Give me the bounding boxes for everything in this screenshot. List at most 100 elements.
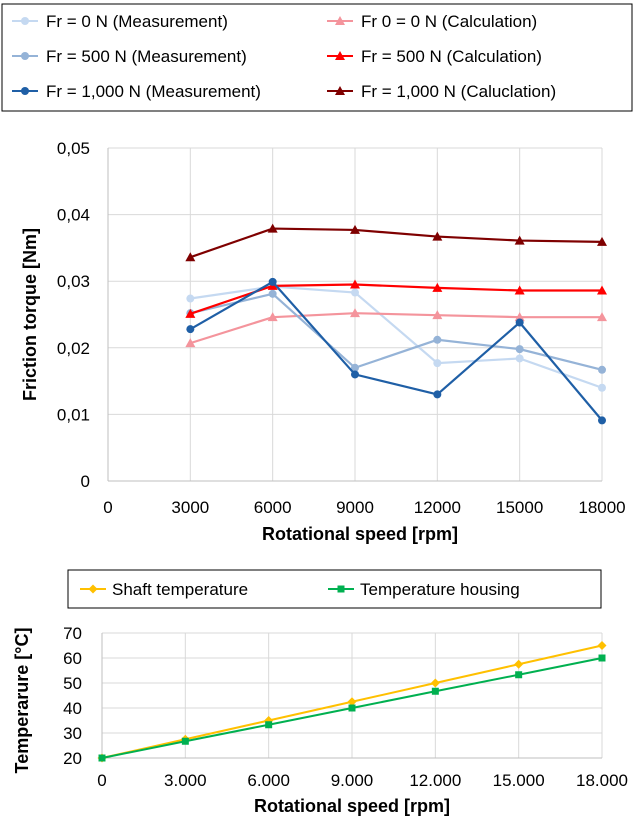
data-point — [515, 354, 524, 363]
series-line — [190, 285, 603, 389]
data-point — [267, 223, 278, 233]
data-point — [433, 390, 442, 399]
x-tick-label: 0 — [103, 498, 112, 517]
data-point — [514, 235, 525, 245]
y-tick-label: 0,04 — [57, 206, 90, 225]
legend-label: Fr = 1,000 N (Measurement) — [46, 82, 261, 101]
data-point — [350, 308, 360, 318]
y-tick-label: 20 — [63, 749, 82, 768]
temp-series-1 — [98, 654, 606, 762]
legend-label: Fr = 500 N (Calculation) — [361, 47, 542, 66]
data-point — [597, 312, 607, 322]
legend-friction-torque: Fr = 0 N (Measurement) Fr 0 = 0 N (Calcul… — [1, 3, 633, 112]
legend-label: Fr = 0 N (Measurement) — [46, 12, 228, 31]
series-5 — [185, 223, 607, 262]
x-tick-label: 9000 — [336, 498, 374, 517]
data-point — [598, 654, 606, 662]
y-tick-label: 70 — [63, 624, 82, 643]
series-2 — [186, 289, 606, 374]
data-point — [268, 289, 277, 298]
x-tick-label: 3.000 — [164, 771, 207, 790]
data-point — [185, 338, 196, 348]
x-tick-label: 3000 — [171, 498, 209, 517]
y-axis-temperature: 20 30 40 50 60 70 — [63, 624, 602, 768]
data-point — [186, 294, 195, 303]
data-point — [430, 678, 440, 688]
y-tick-label: 40 — [63, 699, 82, 718]
x-tick-label: 12000 — [414, 498, 461, 517]
x-tick-label: 15000 — [496, 498, 543, 517]
data-point — [433, 335, 442, 344]
data-point — [515, 345, 524, 354]
x-tick-label: 0 — [97, 771, 106, 790]
legend-label: Fr = 1,000 N (Caluclation) — [361, 82, 556, 101]
y-axis-title: Friction torque [Nm] — [20, 228, 40, 401]
data-point — [265, 721, 273, 729]
data-point — [347, 697, 357, 707]
y-tick-label: 0,02 — [57, 339, 90, 358]
x-axis-temperature: 0 3.000 6.000 9.000 12.000 15.000 18.000 — [97, 633, 628, 790]
x-tick-label: 18.000 — [576, 771, 628, 790]
x-tick-label: 15.000 — [493, 771, 545, 790]
x-tick-label: 6.000 — [247, 771, 290, 790]
data-point — [348, 704, 356, 712]
data-point — [433, 359, 442, 368]
data-point — [350, 279, 360, 289]
data-point — [598, 383, 606, 392]
legend-frame — [67, 569, 602, 609]
series-line — [189, 280, 603, 422]
y-tick-label: 30 — [63, 724, 82, 743]
data-point — [515, 318, 524, 327]
data-point — [597, 285, 607, 295]
data-point — [514, 659, 524, 669]
data-point — [597, 641, 607, 650]
x-tick-label: 12.000 — [409, 771, 461, 790]
series-1 — [185, 308, 607, 348]
data-point — [598, 365, 606, 374]
data-point — [514, 312, 525, 322]
legend-marker — [335, 16, 345, 25]
y-tick-label: 60 — [63, 649, 82, 668]
data-point — [351, 370, 359, 379]
x-tick-label: 9.000 — [331, 771, 374, 790]
x-axis-title: Rotational speed [rpm] — [262, 524, 458, 544]
data-point — [181, 737, 189, 745]
series-line — [190, 292, 603, 371]
data-point — [350, 224, 360, 234]
legend-label: Shaft temperature — [112, 580, 248, 599]
data-point — [98, 754, 106, 762]
x-axis-friction: 0 3000 6000 9000 12000 15000 18000 — [103, 148, 626, 517]
x-tick-label: 18000 — [578, 498, 625, 517]
legend-label: Fr = 500 N (Measurement) — [46, 47, 247, 66]
legend-marker — [88, 584, 98, 594]
legend-marker — [21, 87, 29, 95]
data-point — [267, 312, 278, 322]
y-tick-label: 0,01 — [57, 405, 90, 424]
legend-marker — [337, 585, 345, 593]
x-tick-label: 6000 — [254, 498, 292, 517]
data-point — [268, 277, 277, 286]
data-point — [186, 325, 195, 334]
data-point — [598, 416, 606, 425]
y-tick-label: 50 — [63, 674, 82, 693]
data-point — [185, 252, 196, 262]
legend-temperature: Shaft temperature Temperature housing — [67, 569, 602, 609]
legend-marker — [21, 17, 29, 25]
data-point — [432, 282, 443, 292]
legend-frame — [1, 3, 633, 112]
data-point — [185, 308, 196, 318]
series-line — [190, 312, 602, 345]
legend-marker — [335, 51, 345, 60]
y-tick-label: 0 — [81, 472, 90, 491]
y-axis-title: Temperarure [°C] — [12, 628, 32, 774]
y-tick-label: 0,03 — [57, 272, 90, 291]
data-point — [351, 363, 359, 372]
data-point — [431, 687, 439, 695]
legend-marker — [21, 52, 29, 60]
data-point — [514, 285, 525, 295]
x-axis-title: Rotational speed [rpm] — [254, 796, 450, 816]
y-tick-label: 0,05 — [57, 139, 90, 158]
series-4 — [186, 277, 606, 425]
